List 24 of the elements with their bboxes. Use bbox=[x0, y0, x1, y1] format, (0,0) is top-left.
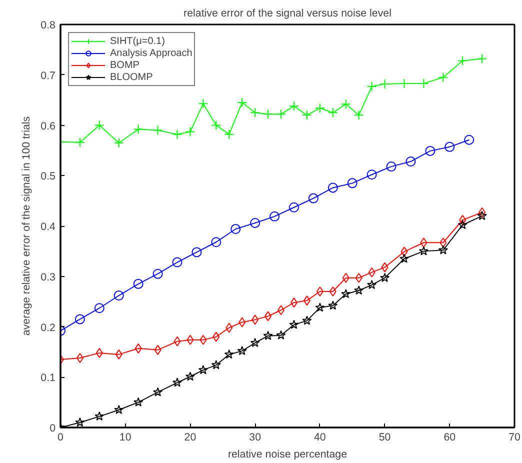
y-tick-label: 0.2 bbox=[40, 322, 56, 334]
x-tick-label: 40 bbox=[314, 432, 326, 444]
chart-title: relative error of the signal versus noise level bbox=[184, 8, 392, 20]
x-axis-title: relative noise percentage bbox=[228, 448, 348, 460]
x-tick-label: 0 bbox=[58, 432, 64, 444]
y-tick-label: 0.6 bbox=[40, 120, 56, 132]
x-tick-label: 10 bbox=[119, 432, 132, 444]
y-tick-label: 0.4 bbox=[40, 221, 56, 233]
x-tick-label: 50 bbox=[378, 432, 391, 444]
legend-label: BLOOMP bbox=[110, 72, 153, 82]
y-tick-label: 0 bbox=[50, 422, 56, 434]
y-tick-label: 0.3 bbox=[40, 271, 56, 284]
x-tick-label: 20 bbox=[184, 432, 196, 444]
x-tick-label: 70 bbox=[508, 432, 520, 444]
legend-label: BOMP bbox=[110, 60, 140, 70]
y-tick-label: 0.8 bbox=[40, 20, 56, 32]
x-tick-label: 30 bbox=[249, 432, 262, 444]
x-tick-label: 60 bbox=[444, 432, 456, 444]
y-axis-title: average relative error of the signal in 100 trials bbox=[20, 116, 33, 336]
y-tick-label: 0.1 bbox=[40, 372, 56, 384]
y-tick-label: 0.7 bbox=[40, 70, 56, 82]
y-tick-label: 0.5 bbox=[40, 170, 56, 183]
legend-label: SIHT(μ=0.1) bbox=[110, 36, 165, 46]
legend-label: Analysis Approach bbox=[110, 48, 192, 58]
